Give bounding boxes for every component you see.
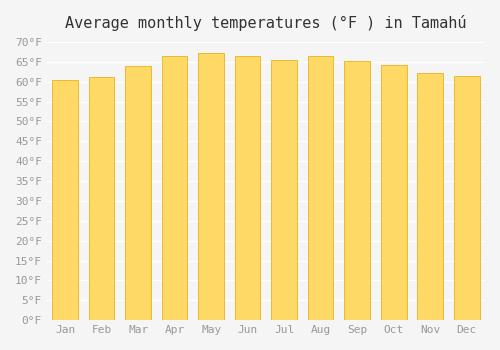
- Bar: [162, 56, 188, 320]
- Bar: [454, 76, 479, 320]
- Bar: [89, 77, 114, 320]
- Bar: [308, 56, 334, 320]
- Bar: [126, 66, 151, 320]
- Bar: [344, 61, 370, 320]
- Bar: [381, 65, 406, 320]
- Bar: [272, 60, 297, 320]
- Title: Average monthly temperatures (°F ) in Tamahú: Average monthly temperatures (°F ) in Ta…: [65, 15, 466, 31]
- Bar: [52, 80, 78, 320]
- Bar: [418, 73, 443, 320]
- Bar: [235, 56, 260, 320]
- Bar: [198, 52, 224, 320]
